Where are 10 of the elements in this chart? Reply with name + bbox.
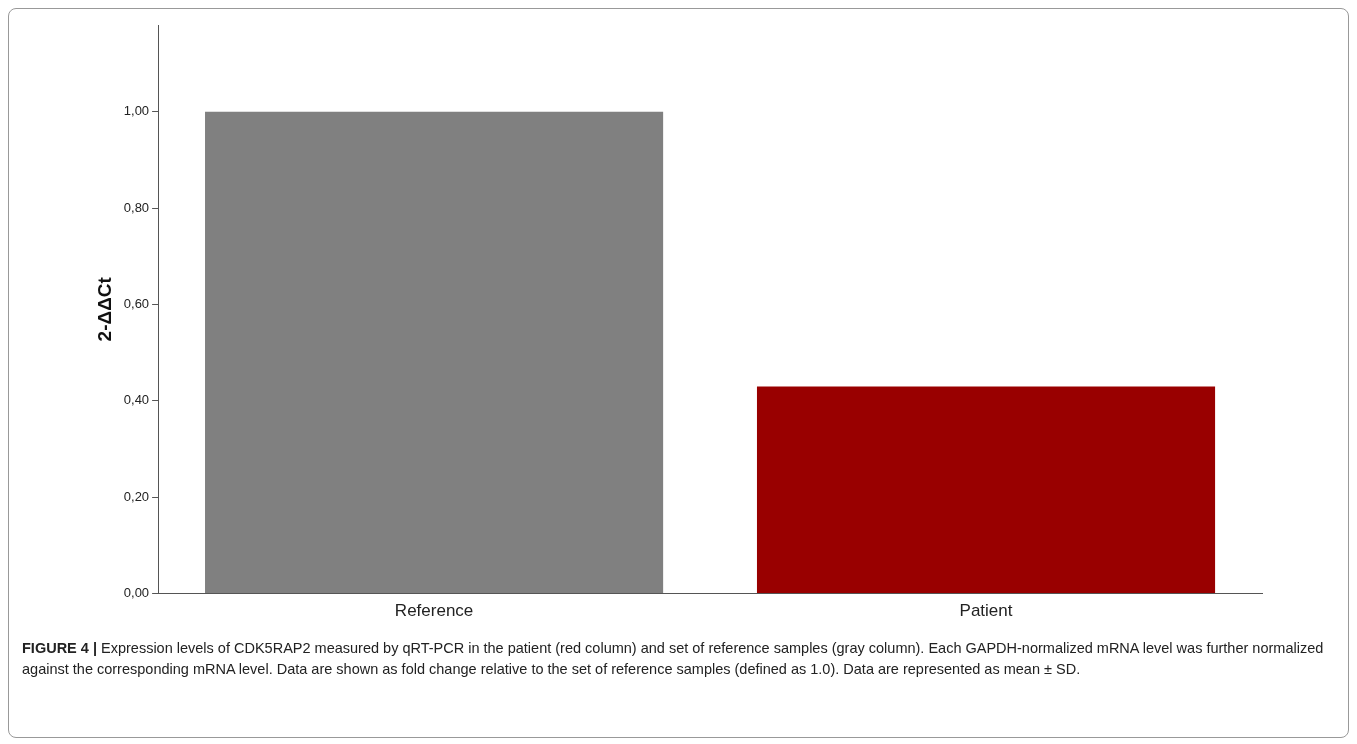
- y-tick-label: 1,00: [123, 103, 150, 119]
- x-tick-label: Patient: [959, 601, 1013, 621]
- y-tick-label: 0,60: [123, 296, 150, 312]
- caption: FIGURE 4 | Expression levels of CDK5RAP2 measured by qRT-PCR in the patient (red column) and set of reference samples (gray column). Each GAPDH-normalized mRNA level was further normalized against the corresponding mRNA level. Data are shown as fold change relative to the set of reference samples (defined as 1.0). Data are represented as mean ± SD.: [22, 639, 1325, 679]
- y-tick-label: 0,40: [123, 392, 150, 408]
- y-tick-label: 0,00: [123, 585, 150, 601]
- y-tick-label: 0,20: [123, 488, 150, 504]
- x-tick-label: Reference: [394, 601, 474, 621]
- y-axis-title: 2-ΔΔCt: [93, 276, 115, 342]
- y-tick-label: 0,80: [123, 199, 150, 215]
